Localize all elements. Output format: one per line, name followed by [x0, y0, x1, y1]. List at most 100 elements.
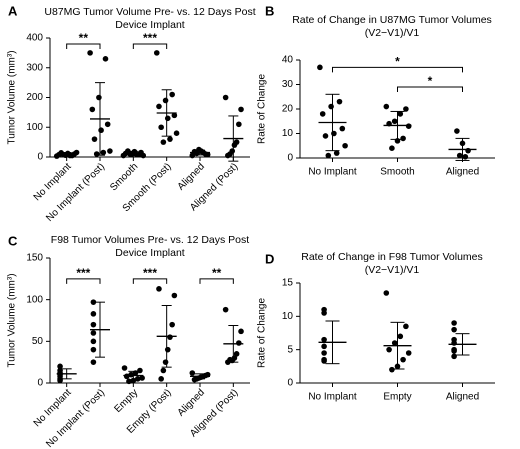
- data-point: [238, 106, 244, 113]
- data-point: [90, 346, 97, 353]
- data-point: [160, 367, 167, 374]
- data-point: [91, 136, 98, 142]
- data-point: [162, 359, 169, 365]
- data-point: [462, 153, 469, 160]
- data-point: [153, 50, 160, 56]
- significance-label: **: [79, 31, 89, 45]
- data-point: [391, 118, 398, 125]
- x-tick-label: Aligned: [446, 167, 479, 178]
- y-tick-label: 150: [26, 253, 43, 264]
- x-tick-label: Smooth: [380, 167, 414, 178]
- panel-label: C: [8, 233, 18, 248]
- data-point: [167, 334, 173, 340]
- x-tick-label: Smooth: [108, 161, 140, 193]
- data-point: [225, 152, 231, 159]
- data-point: [90, 359, 97, 365]
- data-point: [171, 292, 178, 299]
- data-point: [386, 346, 392, 353]
- y-tick-label: 10: [282, 311, 294, 322]
- y-tick-label: 0: [287, 378, 293, 389]
- data-point: [451, 353, 457, 360]
- data-point: [57, 363, 63, 370]
- x-tick-label: Empty: [383, 392, 411, 403]
- data-point: [140, 152, 147, 159]
- data-point: [400, 135, 406, 142]
- panel-label: D: [265, 251, 274, 266]
- significance-bracket: [132, 278, 168, 284]
- x-tick-label: Aligned: [176, 161, 207, 192]
- data-point: [389, 366, 395, 373]
- data-point: [451, 320, 457, 326]
- data-point: [123, 373, 130, 380]
- chart-title: Rate of Change in F98 Tumor Volumes: [301, 251, 483, 263]
- data-point: [328, 103, 334, 110]
- data-point: [336, 98, 343, 105]
- chart-title: Device Implant: [115, 247, 185, 259]
- data-point: [189, 370, 196, 376]
- data-point: [322, 133, 329, 139]
- significance-bracket: [132, 43, 168, 49]
- data-point: [383, 103, 390, 110]
- data-point: [100, 149, 107, 156]
- data-point: [321, 350, 327, 356]
- data-point: [225, 359, 231, 365]
- data-point: [164, 115, 171, 122]
- y-axis-label: Rate of Change: [257, 74, 268, 144]
- x-tick-label: Aligned: [176, 387, 207, 418]
- y-tick-label: 100: [26, 294, 43, 305]
- data-point: [325, 152, 332, 159]
- significance-label: ***: [143, 266, 157, 280]
- data-point: [102, 56, 109, 62]
- panel-label: B: [265, 3, 274, 18]
- data-point: [321, 336, 327, 343]
- data-point: [90, 311, 97, 317]
- data-point: [342, 142, 348, 149]
- data-point: [156, 103, 162, 110]
- data-point: [321, 310, 327, 316]
- data-point: [391, 340, 398, 346]
- significance-label: ***: [143, 31, 157, 45]
- y-tick-label: 0: [37, 152, 43, 163]
- y-tick-label: 30: [282, 79, 294, 90]
- data-point: [121, 365, 128, 371]
- data-point: [331, 130, 337, 137]
- data-point: [222, 306, 229, 313]
- data-point: [90, 321, 97, 328]
- significance-label: *: [395, 55, 400, 69]
- data-point: [403, 106, 409, 112]
- data-point: [333, 150, 340, 156]
- significance-bracket: [397, 86, 463, 92]
- data-point: [319, 111, 326, 117]
- y-axis-label: Tumor Volume (mm³): [7, 50, 18, 144]
- data-point: [400, 356, 406, 363]
- y-tick-label: 20: [282, 104, 294, 115]
- data-point: [405, 350, 412, 356]
- y-tick-label: 5: [287, 344, 293, 355]
- data-point: [451, 348, 457, 354]
- data-point: [231, 142, 238, 148]
- chart-title: Device Implant: [115, 19, 185, 31]
- y-tick-label: 10: [282, 128, 294, 139]
- data-point: [222, 94, 229, 101]
- data-point: [405, 123, 412, 129]
- data-point: [134, 376, 141, 382]
- data-point: [454, 128, 460, 134]
- data-point: [383, 290, 390, 296]
- data-point: [164, 346, 171, 353]
- x-tick-label: No Implant (Post): [44, 161, 107, 224]
- data-point: [238, 328, 244, 335]
- data-point: [403, 323, 409, 330]
- data-point: [90, 338, 97, 345]
- significance-bracket: [66, 278, 101, 284]
- chart-title: Rate of Change in U87MG Tumor Volumes: [292, 14, 492, 26]
- significance-label: ***: [76, 266, 90, 280]
- data-point: [87, 50, 93, 56]
- data-point: [107, 148, 113, 154]
- data-point: [89, 106, 96, 113]
- y-tick-label: 15: [282, 278, 294, 289]
- y-tick-label: 100: [26, 122, 43, 133]
- data-point: [96, 94, 102, 101]
- data-point: [397, 333, 404, 340]
- data-point: [93, 151, 100, 157]
